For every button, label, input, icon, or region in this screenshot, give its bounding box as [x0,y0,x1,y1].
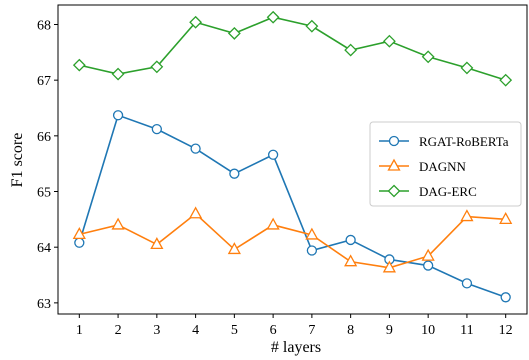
data-point [382,260,397,273]
legend-marker [387,158,401,171]
data-point [150,60,164,74]
data-point [423,260,434,271]
data-point [151,124,162,135]
y-tick-label: 68 [37,18,51,33]
x-tick-label: 8 [347,323,354,338]
series-dagnn [72,206,513,273]
x-tick-label: 5 [231,323,238,338]
legend-marker [387,184,401,198]
data-point [229,168,240,179]
x-tick-label: 6 [270,323,277,338]
legend-item: DAG-ERC [379,184,477,199]
data-point [227,26,241,40]
data-point [111,217,125,230]
x-tick-label: 12 [499,323,513,338]
data-point [344,43,358,57]
data-point [421,248,435,261]
y-tick-label: 67 [37,74,51,89]
x-tick-label: 4 [192,323,199,338]
data-point [188,206,203,219]
legend-label: DAGNN [419,159,467,174]
data-point [382,34,396,48]
data-point [461,278,473,289]
x-tick-label: 11 [460,323,473,338]
data-point [306,245,318,256]
series-layer [72,10,513,303]
data-point [344,254,358,267]
y-tick-label: 65 [37,186,51,201]
data-point [500,292,511,303]
data-point [190,143,201,154]
data-point [421,50,435,64]
y-tick-label: 64 [37,241,51,256]
series-line [79,16,506,81]
data-point [345,234,356,246]
legend-marker [388,135,400,147]
legend-label: RGAT-RoBERTa [419,134,509,149]
series-line [79,212,506,269]
series-dag-erc [72,10,513,87]
data-point [499,73,513,87]
data-point [267,149,279,160]
legend-item: RGAT-RoBERTa [379,134,509,149]
data-point [72,227,86,240]
data-point [305,227,319,240]
x-tick-label: 10 [421,323,435,338]
x-axis-title: # layers [271,339,321,356]
data-point [150,237,164,250]
y-axis: 63 64 65 66 67 68 [37,18,58,312]
legend-item: DAGNN [379,158,467,174]
plot-area [57,4,528,315]
y-tick-label: 63 [37,297,51,312]
x-tick-label: 3 [153,323,160,338]
y-axis-title: F1 score [9,133,26,188]
x-tick-label: 1 [76,323,83,338]
data-point [74,237,85,248]
data-point [112,110,124,121]
plot-frame [57,4,528,315]
data-point [499,212,513,225]
data-point [305,19,319,33]
x-tick-label: 9 [386,323,393,338]
x-tick-label: 7 [308,323,315,338]
data-point [266,10,280,24]
series-line [78,114,506,299]
data-point [189,15,203,29]
data-point [460,209,474,222]
data-point [72,58,86,72]
data-point [227,242,241,255]
data-point [460,61,474,75]
legend-box [369,121,522,207]
x-axis: 1 2 3 4 5 6 7 8 9 10 11 12 [76,314,513,338]
legend: RGAT-RoBERTa DAGNN DAG-ERC [369,121,522,207]
data-point [266,217,280,230]
data-point [111,67,125,81]
y-tick-label: 66 [37,130,51,145]
legend-label: DAG-ERC [419,184,477,199]
x-tick-label: 2 [115,323,122,338]
